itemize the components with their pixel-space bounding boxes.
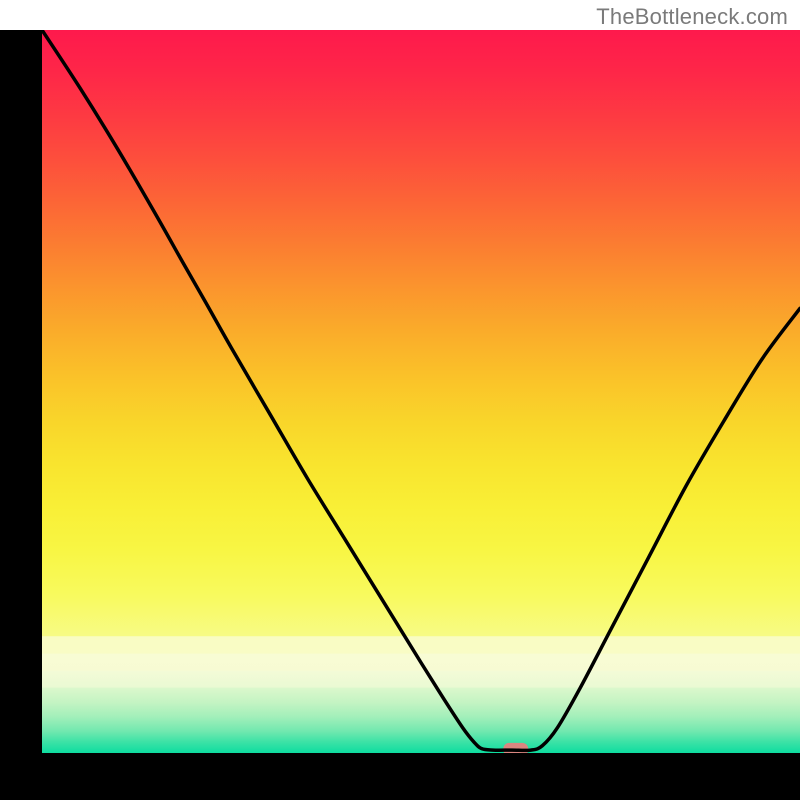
axis-left xyxy=(28,30,42,767)
chart-background xyxy=(42,30,800,753)
watermark-text: TheBottleneck.com xyxy=(596,4,788,30)
axis-bottom-pad xyxy=(0,767,800,800)
axis-left-pad xyxy=(0,30,28,767)
chart-svg xyxy=(0,30,800,800)
bottleneck-chart xyxy=(0,30,800,800)
axis-bottom xyxy=(28,753,800,767)
